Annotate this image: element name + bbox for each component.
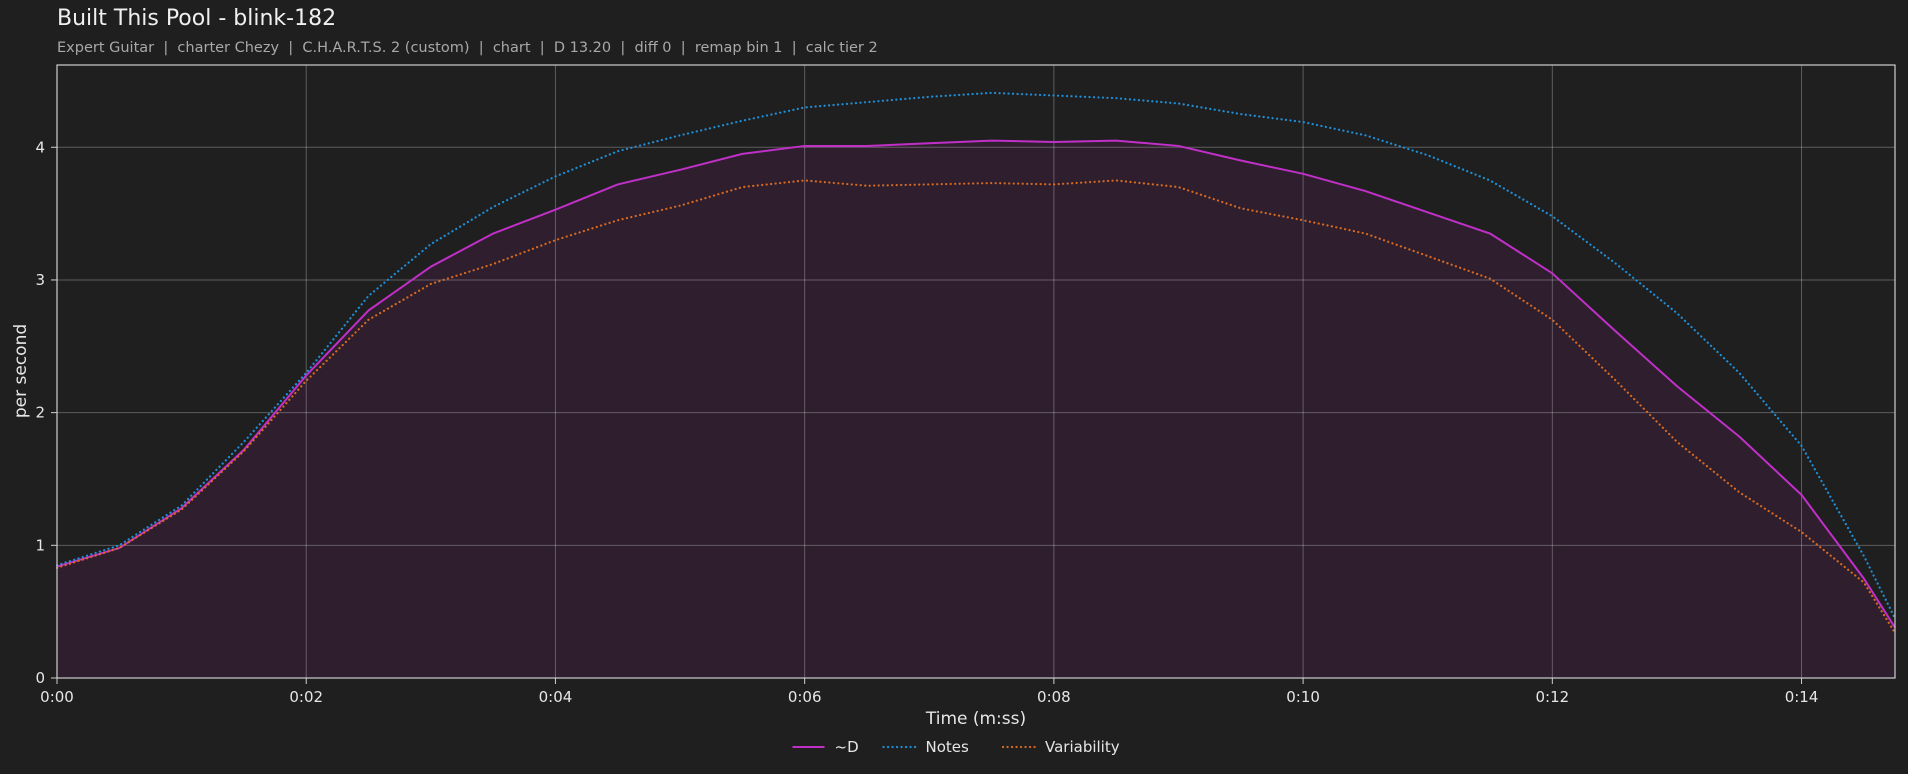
series-fills bbox=[57, 140, 1895, 678]
y-axis-label: per second bbox=[11, 324, 31, 418]
y-tick-label-0: 0 bbox=[35, 669, 45, 687]
chart-subtitle: Expert Guitar | charter Chezy | C.H.A.R.… bbox=[57, 40, 878, 56]
series-lines bbox=[55, 91, 1897, 634]
series-fill-0 bbox=[57, 140, 1895, 678]
legend-label-1: Notes bbox=[926, 738, 970, 756]
series-line-1 bbox=[55, 91, 1897, 620]
x-tick-label-1: 0:02 bbox=[289, 688, 323, 706]
x-tick-label-2: 0:04 bbox=[539, 688, 573, 706]
x-tick-label-0: 0:00 bbox=[40, 688, 74, 706]
y-tick-label-3: 3 bbox=[35, 271, 45, 289]
y-tick-label-4: 4 bbox=[35, 138, 45, 156]
x-tick-label-6: 0:12 bbox=[1535, 688, 1569, 706]
plot-frame bbox=[56, 64, 1896, 679]
legend: ~D Notes Variability bbox=[792, 738, 1120, 756]
x-tick-label-7: 0:14 bbox=[1785, 688, 1819, 706]
y-tick-label-1: 1 bbox=[35, 536, 45, 554]
legend-label-0: ~D bbox=[835, 738, 859, 756]
x-axis-label: Time (m:ss) bbox=[925, 709, 1026, 729]
y-tick-label-2: 2 bbox=[35, 404, 45, 422]
x-tick-label-3: 0:06 bbox=[788, 688, 822, 706]
x-tick-label-5: 0:10 bbox=[1286, 688, 1320, 706]
legend-label-2: Variability bbox=[1045, 738, 1120, 756]
x-axis-ticks: 0:00 0:02 0:04 0:06 0:08 0:10 0:12 0:14 bbox=[40, 678, 1818, 706]
series-line-0 bbox=[56, 139, 1896, 629]
chart-title: Built This Pool - blink-182 bbox=[57, 6, 337, 31]
series-line-2 bbox=[55, 179, 1897, 634]
y-axis-ticks: 0 1 2 3 4 bbox=[35, 138, 57, 687]
x-tick-label-4: 0:08 bbox=[1037, 688, 1071, 706]
